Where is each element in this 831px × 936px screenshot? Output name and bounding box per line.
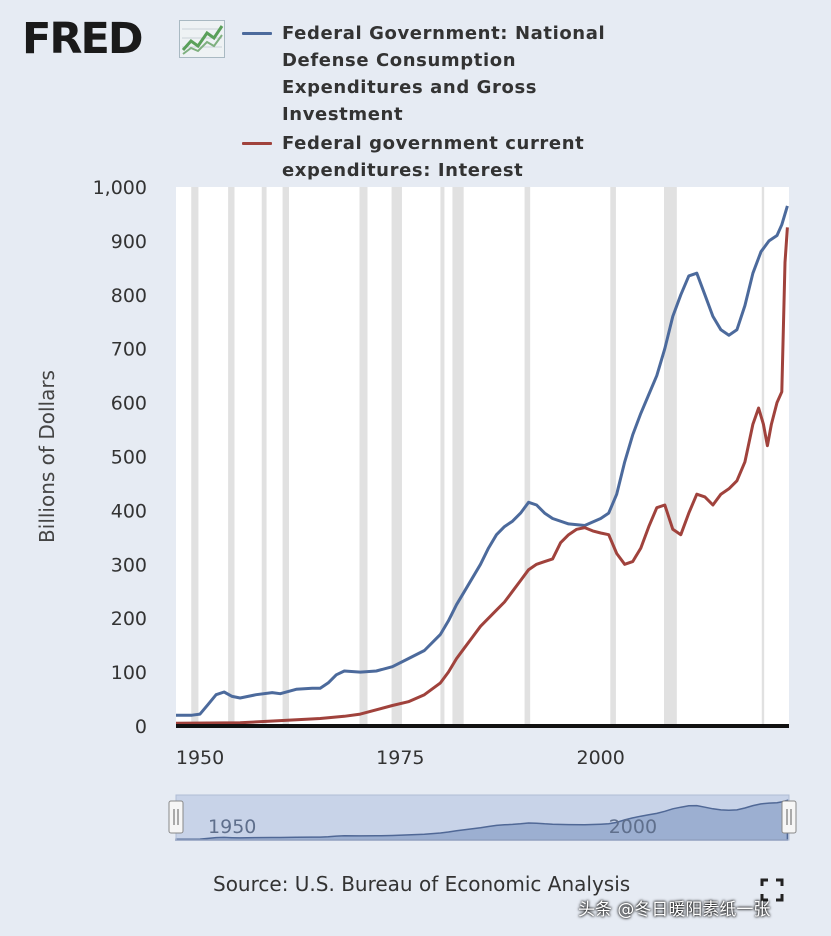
plot-area xyxy=(176,187,789,726)
fred-logo[interactable]: FRED xyxy=(22,14,225,64)
y-tick-label: 700 xyxy=(111,339,147,361)
recession-band xyxy=(282,187,289,726)
legend-label-line: expenditures: Interest xyxy=(282,160,524,181)
watermark-text: 头条 @冬日暖阳素纸一张 xyxy=(578,900,771,920)
y-tick-label: 600 xyxy=(111,393,147,415)
recession-band xyxy=(524,187,531,726)
navigator-handle[interactable] xyxy=(781,800,797,834)
navigator-tick-label: 2000 xyxy=(609,816,657,838)
recession-band xyxy=(663,187,677,726)
legend-swatch-interest xyxy=(242,142,272,145)
legend-label-line: Defense Consumption xyxy=(282,50,517,71)
x-tick-label: 2000 xyxy=(577,747,625,769)
y-tick-label: 800 xyxy=(111,285,147,307)
navigator-handle[interactable] xyxy=(168,800,184,834)
navigator-series-area xyxy=(175,799,789,841)
legend-label-line: Federal government current xyxy=(282,133,585,154)
series-line-interest xyxy=(175,227,789,725)
series-line-defense xyxy=(176,205,789,717)
x-tick-label: 1975 xyxy=(376,747,424,769)
recession-band xyxy=(359,187,368,726)
y-tick-label: 900 xyxy=(111,231,147,253)
legend-item-defense[interactable]: Federal Government: National Defense Con… xyxy=(240,20,640,128)
x-tick-label: 1950 xyxy=(176,747,224,769)
recession-band xyxy=(228,187,235,726)
y-tick-label: 1,000 xyxy=(93,177,147,199)
trend-graph-icon xyxy=(179,20,225,58)
source-note: Source: U.S. Bureau of Economic Analysis xyxy=(213,872,631,896)
y-tick-label: 400 xyxy=(111,500,147,522)
recession-band xyxy=(191,187,199,726)
y-axis-label: Billions of Dollars xyxy=(35,370,59,543)
recession-band xyxy=(261,187,267,726)
recession-band xyxy=(761,187,765,726)
legend-label-line: Expenditures and Gross xyxy=(282,77,538,98)
recession-band xyxy=(452,187,464,726)
recession-band xyxy=(391,187,402,726)
legend-label-line: Federal Government: National xyxy=(282,23,606,44)
recession-band xyxy=(440,187,445,726)
recession-band xyxy=(610,187,616,726)
legend-label-line: Investment xyxy=(282,104,404,125)
y-tick-label: 0 xyxy=(135,716,147,738)
y-tick-label: 100 xyxy=(111,662,147,684)
navigator-tick-label: 1950 xyxy=(208,816,256,838)
y-tick-label: 500 xyxy=(111,447,147,469)
y-tick-label: 300 xyxy=(111,554,147,576)
fullscreen-icon[interactable] xyxy=(760,878,784,902)
legend-swatch-defense xyxy=(242,32,272,35)
y-tick-label: 200 xyxy=(111,608,147,630)
line-chart: 0 100 200 300 400 500 600 700 800 900 1,000 1950 197… xyxy=(35,177,797,841)
fred-logo-text: FRED xyxy=(22,14,144,64)
